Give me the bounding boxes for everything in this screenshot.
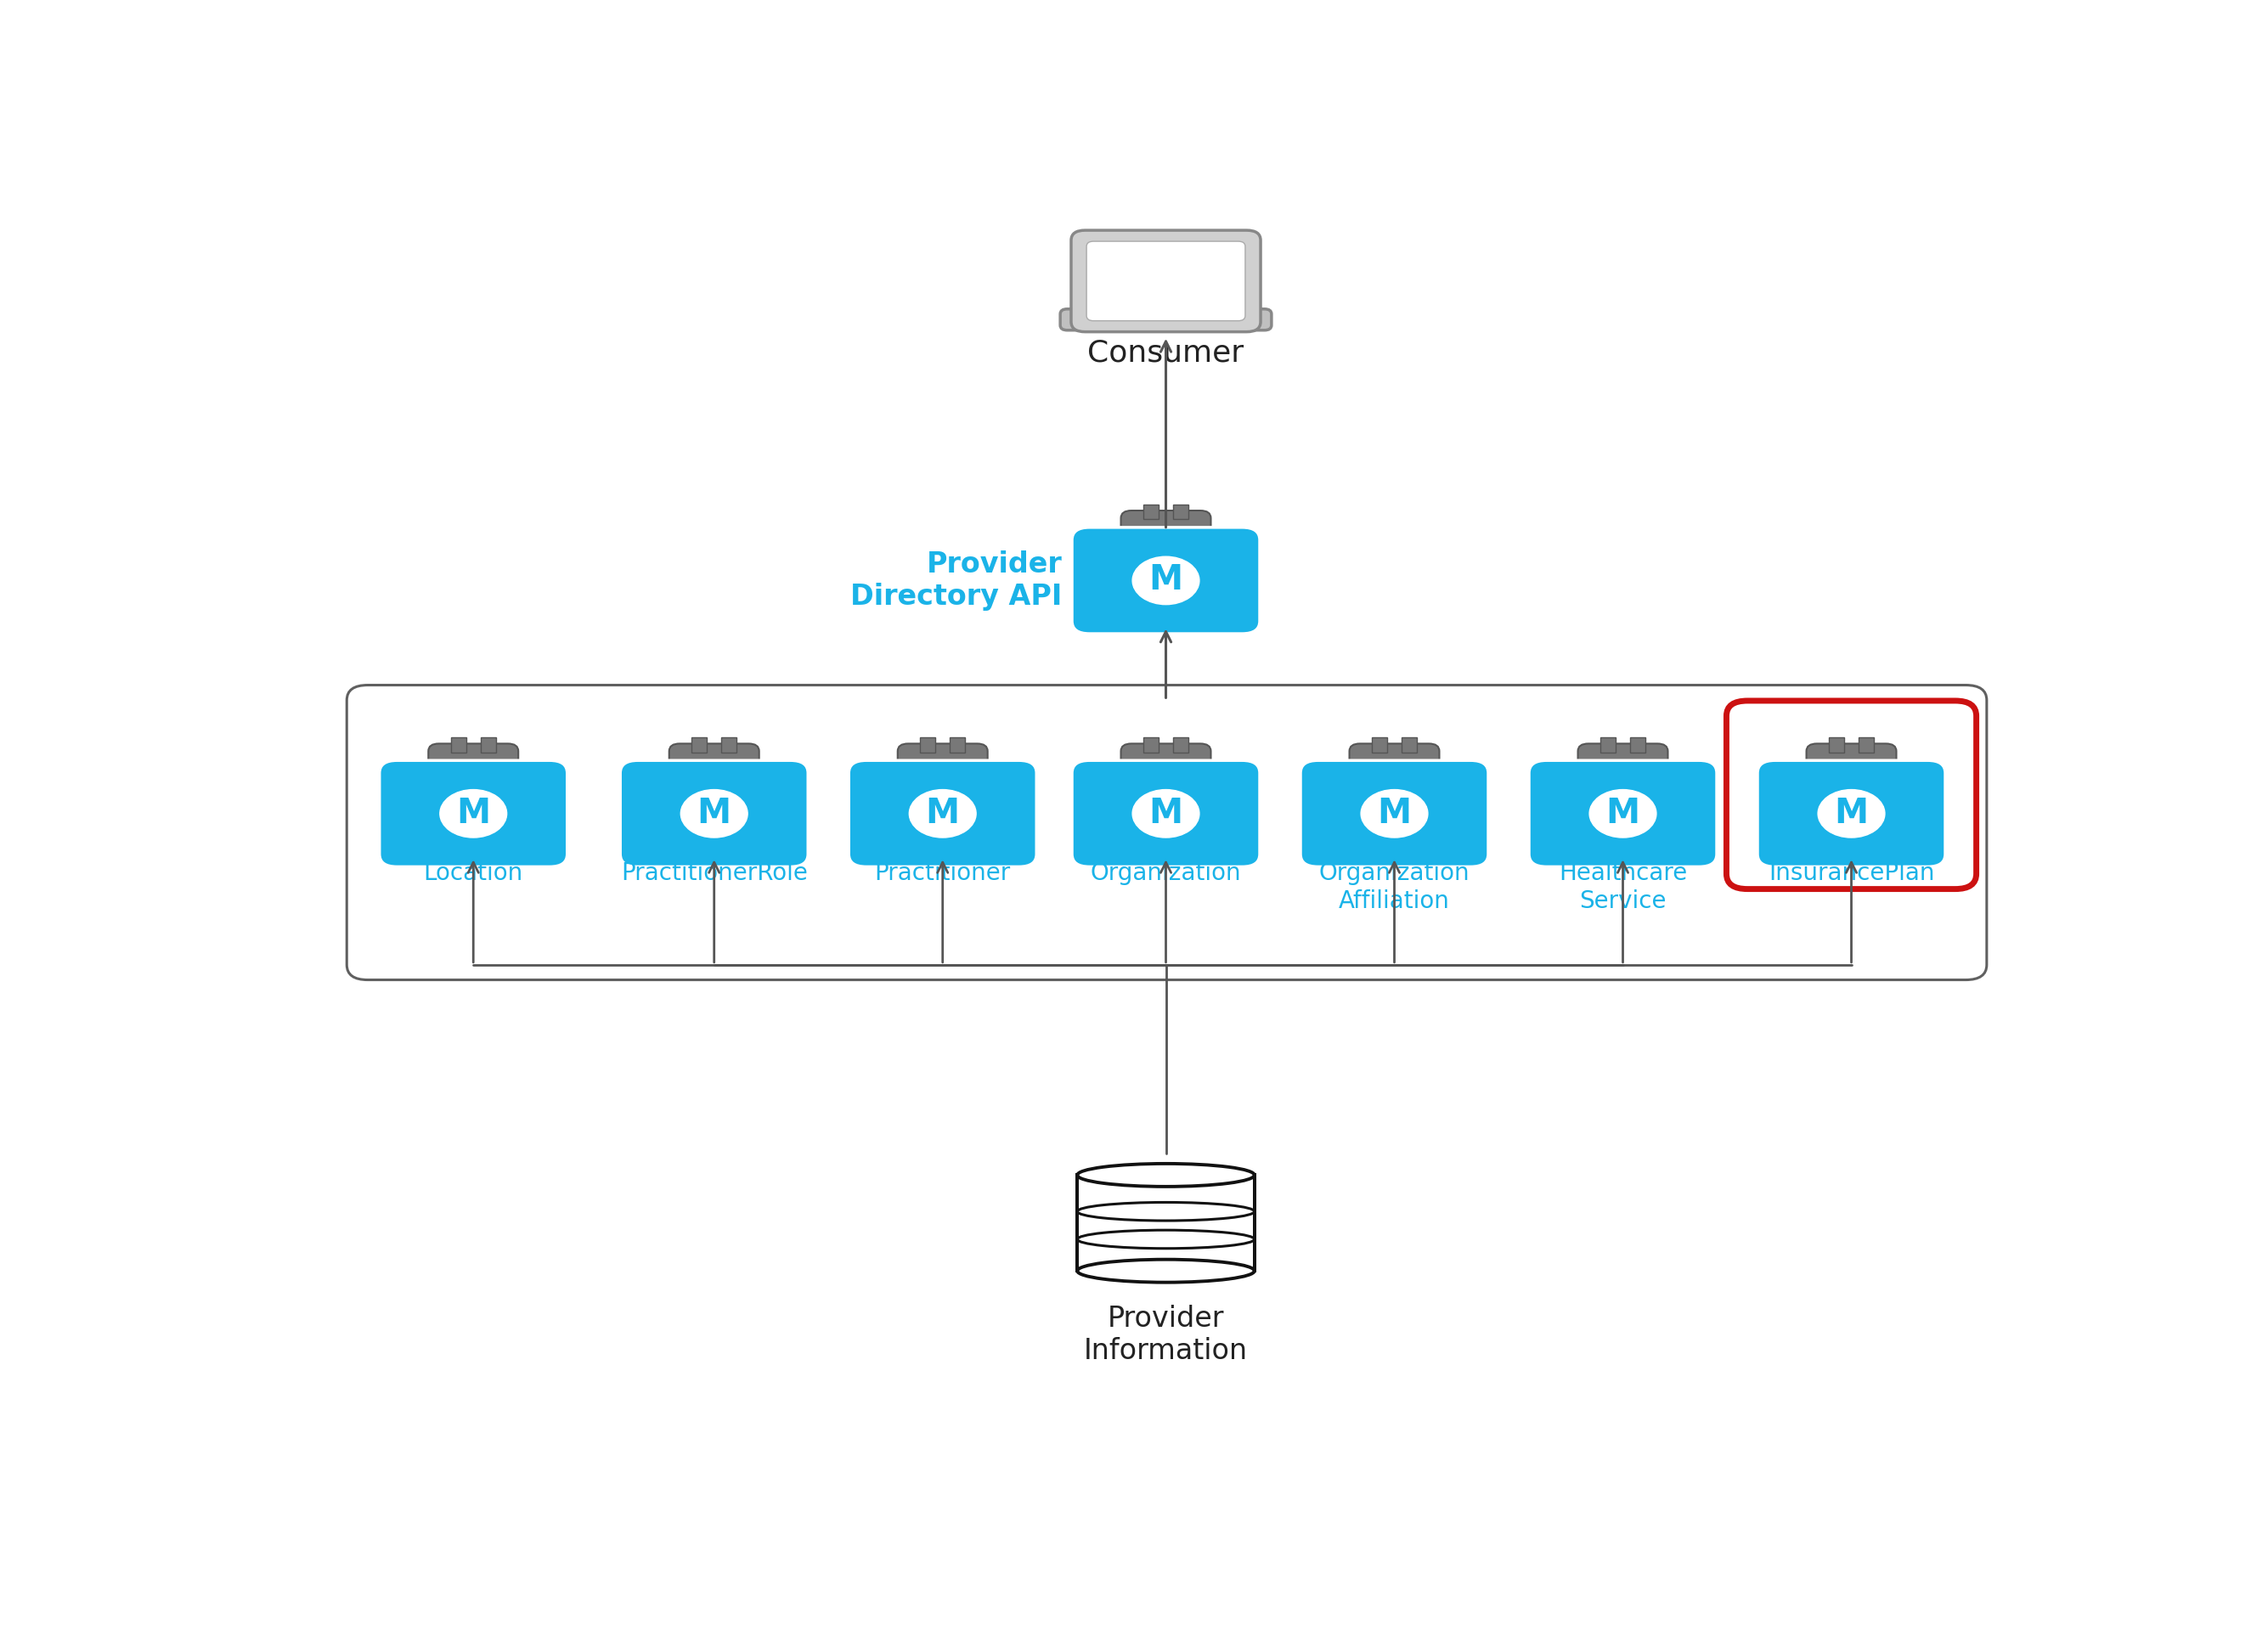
FancyBboxPatch shape xyxy=(481,738,497,753)
FancyBboxPatch shape xyxy=(898,744,987,784)
Text: Healthcare
Service: Healthcare Service xyxy=(1558,862,1687,913)
FancyBboxPatch shape xyxy=(1120,510,1211,550)
FancyBboxPatch shape xyxy=(1579,744,1667,784)
FancyBboxPatch shape xyxy=(1086,242,1245,321)
FancyBboxPatch shape xyxy=(1349,744,1440,784)
Text: Practitioner: Practitioner xyxy=(875,862,1012,885)
Text: M: M xyxy=(456,797,490,831)
Circle shape xyxy=(909,790,975,838)
FancyBboxPatch shape xyxy=(1529,761,1717,867)
FancyBboxPatch shape xyxy=(619,761,807,867)
FancyBboxPatch shape xyxy=(1300,761,1488,867)
FancyBboxPatch shape xyxy=(1077,1175,1254,1271)
FancyBboxPatch shape xyxy=(848,761,1036,867)
Text: M: M xyxy=(1835,797,1869,831)
FancyBboxPatch shape xyxy=(379,761,567,867)
FancyBboxPatch shape xyxy=(1402,738,1418,753)
Text: M: M xyxy=(925,797,959,831)
FancyBboxPatch shape xyxy=(1059,309,1272,330)
Text: M: M xyxy=(1606,797,1640,831)
FancyBboxPatch shape xyxy=(1758,761,1946,867)
FancyBboxPatch shape xyxy=(1173,504,1188,519)
Circle shape xyxy=(1819,790,1885,838)
FancyBboxPatch shape xyxy=(1073,527,1259,633)
Text: PractitionerRole: PractitionerRole xyxy=(621,862,807,885)
FancyBboxPatch shape xyxy=(1828,738,1844,753)
Circle shape xyxy=(1361,790,1429,838)
FancyBboxPatch shape xyxy=(1120,744,1211,784)
Ellipse shape xyxy=(1077,1260,1254,1283)
FancyBboxPatch shape xyxy=(1143,738,1159,753)
FancyBboxPatch shape xyxy=(1631,738,1644,753)
FancyBboxPatch shape xyxy=(950,738,966,753)
FancyBboxPatch shape xyxy=(451,738,467,753)
Text: Organization
Affiliation: Organization Affiliation xyxy=(1320,862,1470,913)
Circle shape xyxy=(1590,790,1656,838)
Circle shape xyxy=(440,790,506,838)
Text: Location: Location xyxy=(424,862,524,885)
FancyBboxPatch shape xyxy=(1073,761,1259,867)
Text: Organization: Organization xyxy=(1091,862,1241,885)
FancyBboxPatch shape xyxy=(1173,738,1188,753)
FancyBboxPatch shape xyxy=(1070,231,1261,332)
FancyBboxPatch shape xyxy=(1143,504,1159,519)
FancyBboxPatch shape xyxy=(1601,738,1615,753)
FancyBboxPatch shape xyxy=(721,738,737,753)
Circle shape xyxy=(680,790,748,838)
Circle shape xyxy=(1132,556,1200,605)
FancyBboxPatch shape xyxy=(692,738,708,753)
Text: M: M xyxy=(696,797,730,831)
FancyBboxPatch shape xyxy=(1805,744,1896,784)
Text: M: M xyxy=(1150,563,1184,597)
Text: Provider
Information: Provider Information xyxy=(1084,1306,1247,1366)
FancyBboxPatch shape xyxy=(1857,738,1873,753)
Ellipse shape xyxy=(1077,1163,1254,1186)
Text: M: M xyxy=(1150,797,1184,831)
Text: InsurancePlan: InsurancePlan xyxy=(1769,862,1935,885)
Text: Consumer: Consumer xyxy=(1089,339,1245,368)
Text: M: M xyxy=(1377,797,1411,831)
FancyBboxPatch shape xyxy=(669,744,760,784)
Text: Provider
Directory API: Provider Directory API xyxy=(850,550,1061,610)
FancyBboxPatch shape xyxy=(921,738,934,753)
Circle shape xyxy=(1132,790,1200,838)
FancyBboxPatch shape xyxy=(429,744,519,784)
FancyBboxPatch shape xyxy=(1372,738,1388,753)
